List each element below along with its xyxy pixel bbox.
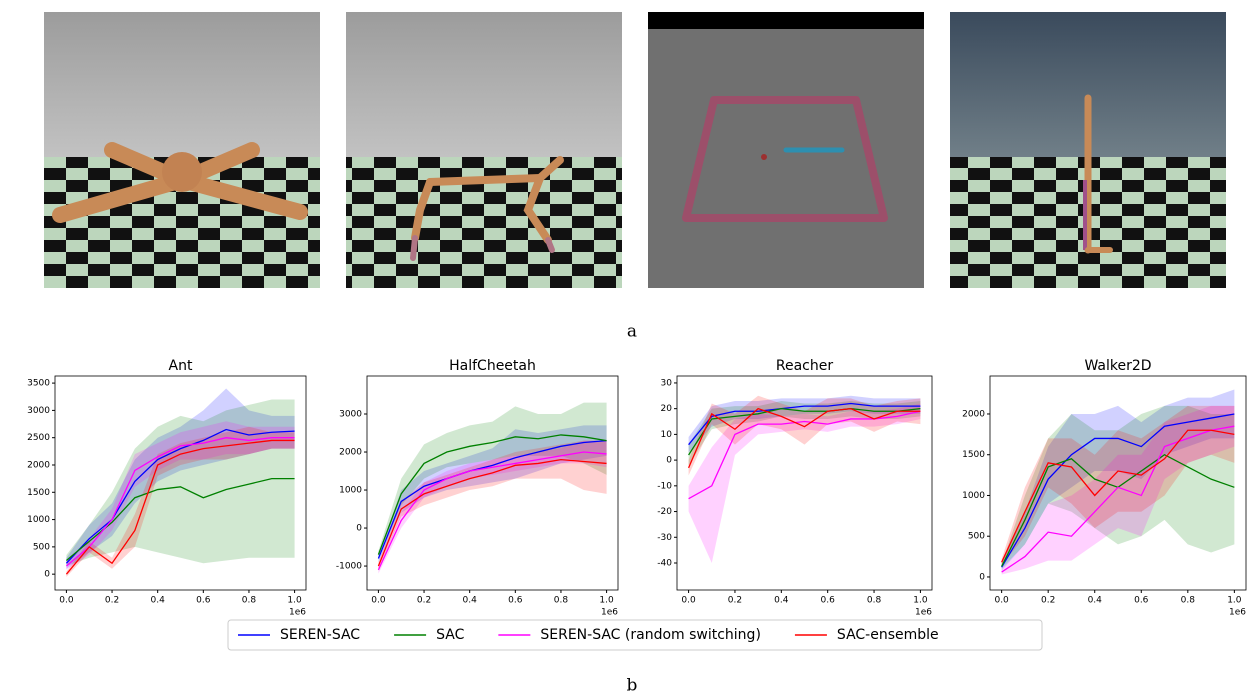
x-tick-label: 0.0 [59,596,74,606]
image-reacher [648,12,924,288]
chart-title: Ant [169,358,193,374]
x-tick-label: 0.8 [867,596,882,606]
y-tick-label: 3000 [339,410,362,420]
x-tick-label: 0.8 [1181,596,1196,606]
x-offset-label: 1e6 [289,608,306,618]
chart-title: Reacher [776,358,833,374]
x-tick-label: 1.0 [287,596,302,606]
chart-title: HalfCheetah [449,358,536,374]
y-tick-label: 0 [666,456,672,466]
y-tick-label: 3000 [27,406,50,416]
y-tick-label: 3500 [27,379,50,389]
x-tick-label: 1.0 [1227,596,1242,606]
x-tick-label: 0.6 [821,596,836,606]
y-tick-label: -10 [657,481,672,491]
y-tick-label: 0 [356,524,362,534]
legend-label: SAC-ensemble [837,627,939,643]
x-tick-label: 1.0 [599,596,614,606]
y-tick-label: 0 [44,570,50,580]
y-tick-label: 20 [661,404,673,414]
x-tick-label: 1.0 [913,596,928,606]
y-tick-label: -1000 [336,562,362,572]
image-walker2d [950,12,1226,288]
panel-label: a [627,322,637,342]
x-tick-label: 0.6 [196,596,211,606]
y-tick-label: 1000 [962,491,985,501]
image-ant [44,12,320,288]
y-tick-label: 500 [968,532,985,542]
x-tick-label: 0.2 [417,596,431,606]
x-tick-label: 0.4 [151,596,166,606]
x-tick-label: 0.2 [728,596,742,606]
y-tick-label: -40 [657,558,672,568]
x-tick-label: 0.0 [681,596,696,606]
y-tick-label: 2500 [27,433,50,443]
x-offset-label: 1e6 [1229,608,1246,618]
x-offset-label: 1e6 [601,608,618,618]
y-tick-label: 2000 [339,448,362,458]
x-tick-label: 0.6 [508,596,523,606]
x-tick-label: 0.2 [105,596,119,606]
x-tick-label: 0.4 [463,596,478,606]
y-tick-label: 1000 [339,486,362,496]
x-tick-label: 0.0 [371,596,386,606]
image-halfcheetah [346,12,622,288]
x-tick-label: 0.4 [1088,596,1103,606]
x-tick-label: 0.4 [774,596,789,606]
legend-label: SAC [436,627,464,643]
x-tick-label: 0.8 [242,596,257,606]
page: {"figure": {"panel_a_label": "a", "panel… [0,0,1252,699]
x-tick-label: 0.8 [554,596,569,606]
y-tick-label: 2000 [27,460,50,470]
panel-label: b [627,676,638,696]
legend-label: SEREN-SAC [280,627,360,643]
y-tick-label: 1500 [962,450,985,460]
y-tick-label: 1500 [27,488,50,498]
y-tick-label: 1000 [27,515,50,525]
y-tick-label: 500 [33,542,50,552]
chart-title: Walker2D [1084,358,1151,374]
y-tick-label: 2000 [962,409,985,419]
y-tick-label: 0 [979,572,985,582]
y-tick-label: -20 [657,507,672,517]
y-tick-label: -30 [657,533,672,543]
x-tick-label: 0.0 [994,596,1009,606]
x-offset-label: 1e6 [915,608,932,618]
y-tick-label: 10 [661,430,673,440]
legend-label: SEREN-SAC (random switching) [540,627,761,643]
x-tick-label: 0.2 [1041,596,1055,606]
y-tick-label: 30 [661,378,673,388]
figure: a b Ant05001000150020002500300035000.00.… [0,0,1252,695]
x-tick-label: 0.6 [1134,596,1149,606]
